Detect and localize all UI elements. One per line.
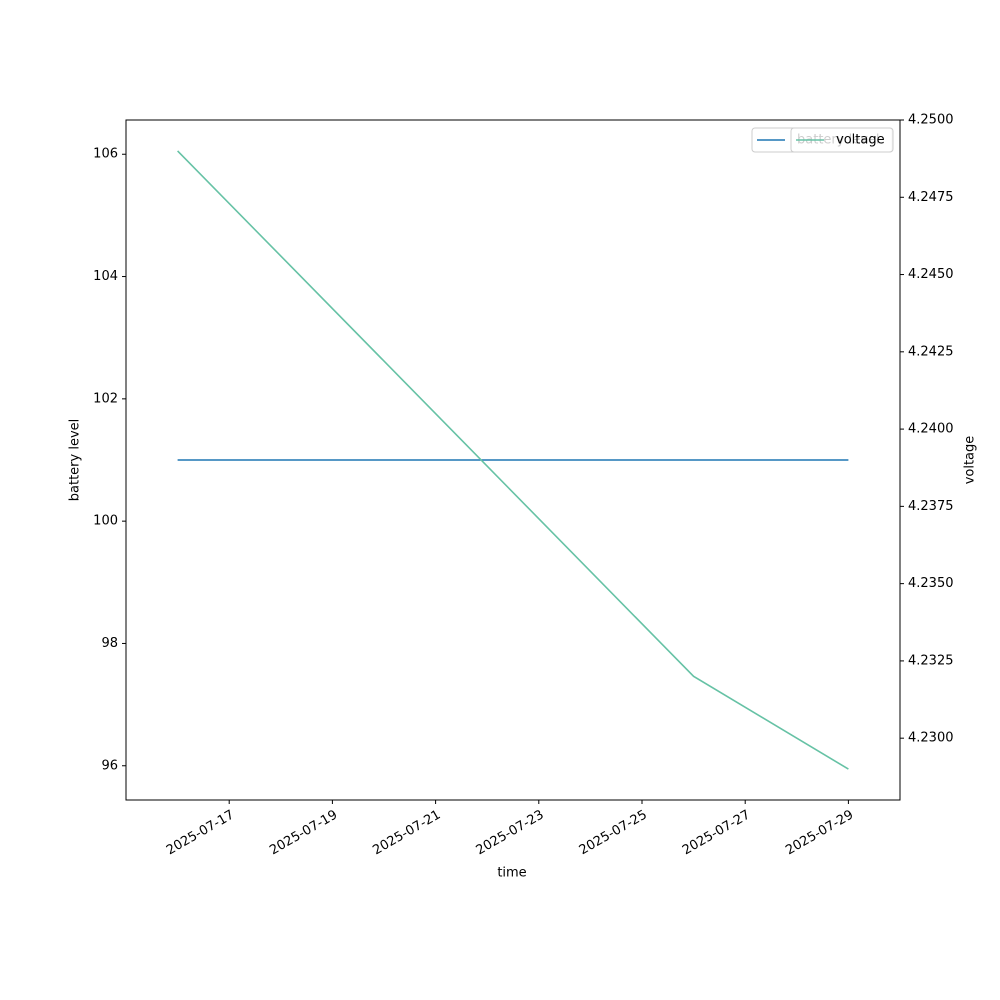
y-tick-label: 96: [101, 758, 118, 773]
y2-tick-label: 4.2375: [908, 499, 954, 514]
x-tick-label: 2025-07-27: [680, 808, 753, 859]
legend-label: voltage: [836, 133, 885, 148]
x-tick-label: 2025-07-17: [164, 808, 237, 859]
legend-box: [790, 127, 894, 153]
y-tick-label: 106: [93, 147, 118, 162]
x-tick-label: 2025-07-25: [577, 808, 650, 859]
y2-tick-label: 4.2450: [908, 267, 954, 282]
legend: voltage: [790, 127, 894, 153]
y2-tick-label: 4.2325: [908, 653, 954, 668]
plot-frame: [125, 119, 901, 801]
x-tick-label: 2025-07-23: [474, 808, 547, 859]
y2-tick-label: 4.2350: [908, 576, 954, 591]
y-tick-label: 100: [93, 514, 118, 529]
y2-axis-label: voltage: [963, 436, 978, 485]
y2-tick-label: 4.2400: [908, 422, 954, 437]
x-axis-label: time: [497, 866, 526, 881]
x-tick-label: 2025-07-21: [370, 808, 443, 859]
y2-tick-label: 4.2475: [908, 190, 954, 205]
y-axis-label: battery level: [68, 419, 83, 502]
x-tick-label: 2025-07-19: [267, 808, 340, 859]
y-tick-label: 98: [101, 636, 118, 651]
y2-tick-label: 4.2300: [908, 731, 954, 746]
x-tick-label: 2025-07-29: [783, 808, 856, 859]
y2-tick-label: 4.2500: [908, 113, 954, 128]
y2-tick-label: 4.2425: [908, 344, 954, 359]
data-line: [177, 150, 849, 770]
y-tick-label: 104: [93, 269, 118, 284]
y-tick-label: 102: [93, 391, 118, 406]
